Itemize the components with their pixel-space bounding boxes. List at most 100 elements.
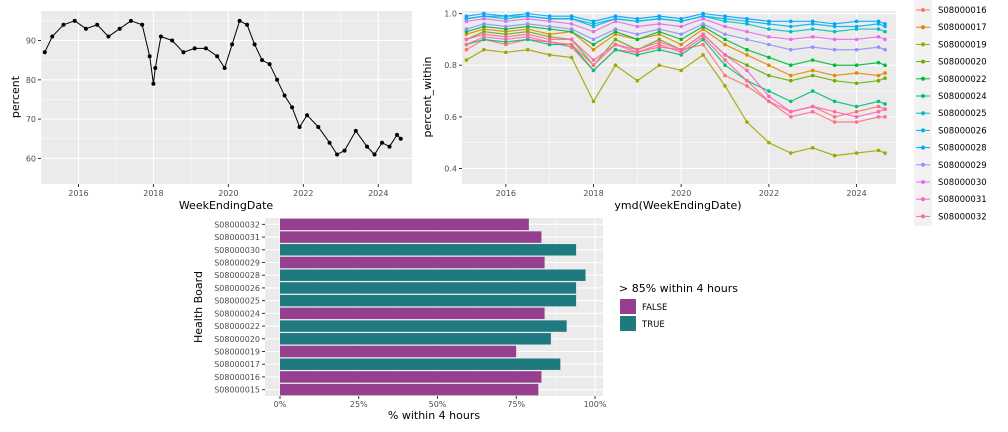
panel2-y-tick-label: 0.8 (444, 61, 457, 70)
panel2-x-tick-label: 2018 (583, 189, 603, 198)
panel2-data-point (832, 22, 837, 26)
panel3-y-tick-label: S08000017 (214, 360, 260, 369)
panel2-data-point (810, 104, 815, 109)
panel1-data-point (260, 58, 265, 63)
panel2-data-point (745, 19, 749, 24)
panel2-data-point (701, 32, 705, 37)
panel2-data-point (745, 78, 749, 83)
panel2-data-point (569, 37, 574, 42)
panel2-data-point (832, 99, 837, 104)
panel2-legend-key-point (921, 145, 925, 150)
panel3-bar (280, 269, 586, 281)
panel3-x-tick-label: 75% (507, 400, 525, 409)
panel2-data-point (876, 78, 881, 83)
panel2-data-point (591, 24, 596, 29)
panel2-data-point (464, 29, 469, 34)
panel3-x-tick-label: 25% (350, 400, 368, 409)
panel2-data-point (591, 42, 596, 47)
panel1-data-point (128, 18, 133, 23)
panel3-y-tick-label: S08000026 (214, 284, 260, 293)
panel2-data-point (854, 63, 859, 68)
panel2-data-point (854, 24, 859, 29)
panel2-data-point (657, 14, 662, 18)
panel2-data-point (723, 24, 727, 29)
panel2-data-point (679, 19, 683, 24)
panel2-data-point (613, 37, 618, 42)
panel3-bar (280, 358, 561, 370)
panel2-data-point (883, 47, 887, 52)
panel2-data-point (613, 47, 618, 52)
panel2-data-point (569, 29, 574, 34)
panel2-data-point (723, 32, 727, 37)
panel2-data-point (745, 16, 749, 21)
panel2-data-point (613, 14, 618, 18)
panel1-data-point (222, 66, 227, 71)
panel2-data-point (504, 19, 508, 24)
panel2-data-point (883, 76, 887, 80)
panel2-data-point (635, 24, 640, 29)
panel2-data-point (854, 151, 859, 155)
panel-percent-over-time: 2016 2018 2020 2022 2024 60 70 80 90 WeekEndingD… (9, 11, 412, 212)
panel2-data-point (547, 24, 552, 29)
panel2-data-point (876, 115, 881, 119)
panel2-data-point (591, 58, 596, 62)
panel3-y-tick-label: S08000024 (214, 309, 260, 318)
panel2-data-point (547, 27, 552, 31)
panel2-data-point (832, 37, 837, 42)
panel2-data-point (547, 40, 552, 44)
panel2-data-point (788, 63, 793, 68)
panel2-data-point (569, 14, 574, 18)
panel2-data-point (788, 109, 793, 114)
panel2-data-point (591, 68, 596, 73)
panel2-data-point (525, 11, 530, 16)
panel2-data-point (788, 99, 793, 104)
panel2-data-point (854, 115, 859, 119)
panel2-data-point (635, 50, 640, 55)
panel2-data-point (504, 14, 508, 18)
panel1-data-point (327, 140, 332, 145)
panel1-data-point (151, 81, 156, 86)
panel3-bar (280, 282, 577, 294)
panel2-data-point (810, 73, 815, 78)
panel1-data-point (153, 66, 158, 71)
panel2-data-point (679, 68, 683, 73)
panel2-data-point (745, 37, 749, 42)
panel2-data-point (788, 24, 793, 29)
panel2-data-point (504, 37, 508, 42)
panel2-data-point (504, 40, 508, 44)
panel2-data-point (723, 73, 727, 78)
panel2-data-point (504, 32, 508, 37)
panel2-data-point (613, 19, 618, 24)
panel3-y-tick-label: S08000015 (214, 386, 260, 395)
panel2-data-point (635, 53, 640, 57)
panel2-data-point (701, 27, 705, 31)
panel1-data-point (230, 42, 235, 47)
panel3-bar (280, 383, 539, 396)
panel1-data-point (215, 54, 220, 59)
panel1-data-point (387, 144, 392, 149)
panel2-data-point (832, 109, 837, 114)
panel2-data-point (701, 14, 705, 18)
panel2-data-point (635, 32, 640, 37)
panel2-data-point (679, 24, 683, 29)
panel2-legend-key-point (921, 111, 925, 116)
panel3-y-tick-label: S08000031 (214, 233, 260, 242)
panel3-y-tick-label: S08000028 (214, 271, 260, 280)
panel2-data-point (525, 37, 530, 42)
panel2-data-point (810, 19, 815, 24)
panel1-x-axis-title: WeekEndingDate (179, 199, 274, 212)
panel2-data-point (482, 27, 486, 31)
panel1-data-point (192, 46, 197, 51)
panel2-data-point (464, 42, 469, 47)
panel3-legend-label: TRUE (641, 320, 665, 330)
panel2-legend-key-point (921, 25, 925, 30)
panel2-data-point (788, 19, 793, 24)
panel2-data-point (482, 37, 486, 42)
panel2-data-point (767, 63, 771, 68)
panel2-data-point (745, 63, 749, 68)
panel1-data-point (372, 152, 377, 157)
panel2-data-point (832, 115, 837, 119)
panel2-data-point (810, 45, 815, 49)
panel2-legend: S08000016 S08000017 S08000019 S08000020 S080… (914, 0, 987, 226)
